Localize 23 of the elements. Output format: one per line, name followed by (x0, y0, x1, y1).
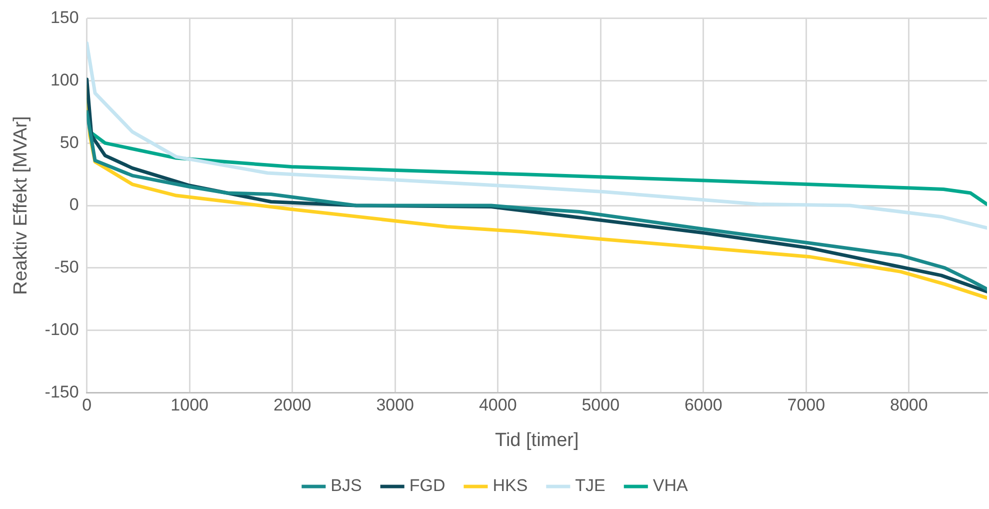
y-tick-label: -50 (54, 258, 79, 277)
x-tick-label: 1000 (170, 396, 208, 415)
x-tick-label: 4000 (478, 396, 517, 415)
y-tick-label: 50 (60, 132, 79, 152)
x-tick-label: 6000 (684, 396, 722, 415)
y-tick-label: -150 (44, 382, 79, 402)
x-tick-label: 0 (82, 396, 92, 415)
y-tick-label: 0 (69, 195, 79, 214)
x-tick-label: 7000 (787, 396, 826, 415)
x-axis-title: Tid [timer] (495, 430, 579, 451)
legend-label: HKS (492, 476, 528, 496)
y-tick-label: -100 (44, 320, 79, 340)
x-tick-label: 5000 (582, 396, 620, 415)
x-tick-label: 2000 (273, 396, 312, 415)
y-tick-label: 100 (50, 70, 79, 90)
legend-label: BJS (330, 476, 362, 496)
y-tick-label: 150 (50, 8, 79, 27)
x-tick-label: 3000 (376, 396, 414, 415)
legend-label: TJE (575, 476, 606, 496)
legend-label: FGD (409, 476, 446, 496)
y-axis-title: Reaktiv Effekt [MVAr] (10, 116, 32, 295)
legend-label: VHA (652, 476, 689, 496)
x-tick-label: 8000 (890, 396, 928, 415)
